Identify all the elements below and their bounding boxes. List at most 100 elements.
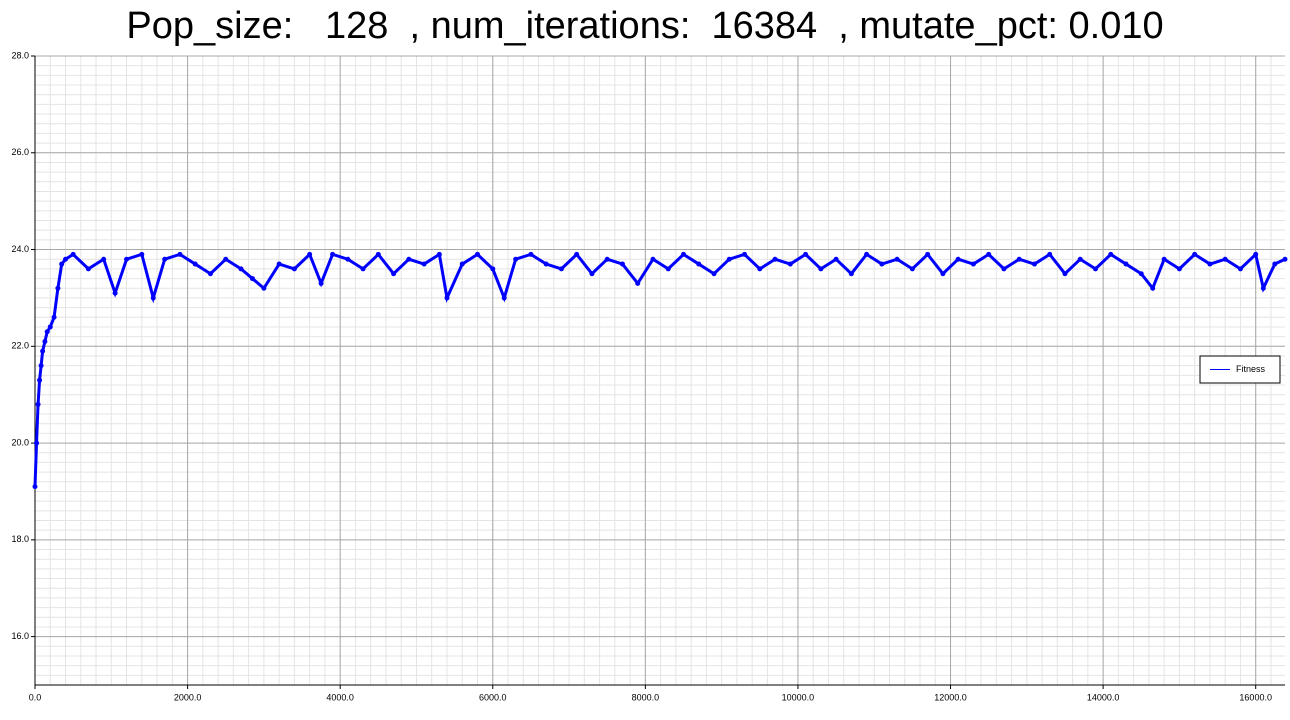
data-point <box>223 256 229 262</box>
data-point <box>848 271 854 277</box>
data-point <box>1192 251 1198 257</box>
data-point <box>1031 261 1037 267</box>
x-tick-label: 2000.0 <box>174 692 202 702</box>
data-point <box>665 266 671 272</box>
data-point <box>276 261 282 267</box>
data-point <box>40 348 46 354</box>
data-point <box>59 261 65 267</box>
data-point <box>1062 271 1068 277</box>
data-point <box>787 261 793 267</box>
data-point <box>558 266 564 272</box>
data-point <box>1237 266 1243 272</box>
x-tick-label: 14000.0 <box>1087 692 1120 702</box>
data-point <box>63 256 69 262</box>
x-tick-label: 10000.0 <box>782 692 815 702</box>
x-tick-label: 6000.0 <box>479 692 507 702</box>
data-point <box>1176 266 1182 272</box>
data-point <box>726 256 732 262</box>
data-point <box>1282 256 1288 262</box>
data-point <box>444 295 450 301</box>
data-point <box>879 261 885 267</box>
data-point <box>330 251 336 257</box>
data-point <box>421 261 427 267</box>
data-point <box>44 329 50 335</box>
data-point <box>34 440 40 446</box>
data-point <box>864 251 870 257</box>
data-point <box>696 261 702 267</box>
data-point <box>574 251 580 257</box>
data-point <box>894 256 900 262</box>
data-point <box>47 324 53 330</box>
data-point <box>307 251 313 257</box>
y-tick-label: 20.0 <box>11 437 29 447</box>
data-point <box>360 266 366 272</box>
data-point <box>291 266 297 272</box>
data-point <box>32 484 38 490</box>
data-point <box>70 251 76 257</box>
y-tick-label: 18.0 <box>11 534 29 544</box>
data-point <box>1108 251 1114 257</box>
data-point <box>375 251 381 257</box>
data-point <box>635 280 641 286</box>
data-point <box>1161 256 1167 262</box>
data-point <box>139 251 145 257</box>
data-point <box>318 280 324 286</box>
y-tick-label: 24.0 <box>11 244 29 254</box>
data-point <box>1138 271 1144 277</box>
data-point <box>1001 266 1007 272</box>
data-point <box>604 256 610 262</box>
data-point <box>513 256 519 262</box>
data-point <box>391 271 397 277</box>
x-tick-label: 12000.0 <box>934 692 967 702</box>
data-point <box>85 266 91 272</box>
y-tick-label: 22.0 <box>11 341 29 351</box>
data-point <box>1253 251 1259 257</box>
data-point <box>986 251 992 257</box>
data-point <box>619 261 625 267</box>
data-point <box>1207 261 1213 267</box>
x-tick-label: 0.0 <box>29 692 42 702</box>
data-point <box>711 271 717 277</box>
data-point <box>1272 261 1278 267</box>
data-point <box>1092 266 1098 272</box>
data-point <box>37 377 43 383</box>
data-point <box>940 271 946 277</box>
data-point <box>406 256 412 262</box>
data-point <box>459 261 465 267</box>
data-point <box>345 256 351 262</box>
data-point <box>543 261 549 267</box>
data-point <box>1047 251 1053 257</box>
data-point <box>955 256 961 262</box>
data-point <box>742 251 748 257</box>
data-point <box>150 295 156 301</box>
data-point <box>589 271 595 277</box>
data-point <box>162 256 168 262</box>
data-point <box>818 266 824 272</box>
data-point <box>1260 285 1266 291</box>
data-point <box>177 251 183 257</box>
data-point <box>925 251 931 257</box>
data-point <box>475 251 481 257</box>
legend-label: Fitness <box>1236 364 1266 374</box>
data-point <box>1150 285 1156 291</box>
x-tick-label: 16000.0 <box>1239 692 1272 702</box>
data-point <box>38 363 44 369</box>
data-point <box>101 256 107 262</box>
data-point <box>249 276 255 282</box>
x-tick-label: 4000.0 <box>326 692 354 702</box>
data-point <box>1222 256 1228 262</box>
data-point <box>35 401 41 407</box>
chart-title: Pop_size: 128 , num_iterations: 16384 , … <box>126 5 1163 47</box>
data-point <box>772 256 778 262</box>
data-point <box>55 285 61 291</box>
data-point <box>490 266 496 272</box>
data-point <box>803 251 809 257</box>
data-point <box>1077 256 1083 262</box>
data-point <box>909 266 915 272</box>
data-point <box>528 251 534 257</box>
data-point <box>970 261 976 267</box>
data-point <box>51 314 57 320</box>
y-tick-label: 28.0 <box>11 50 29 60</box>
data-point <box>42 338 48 344</box>
